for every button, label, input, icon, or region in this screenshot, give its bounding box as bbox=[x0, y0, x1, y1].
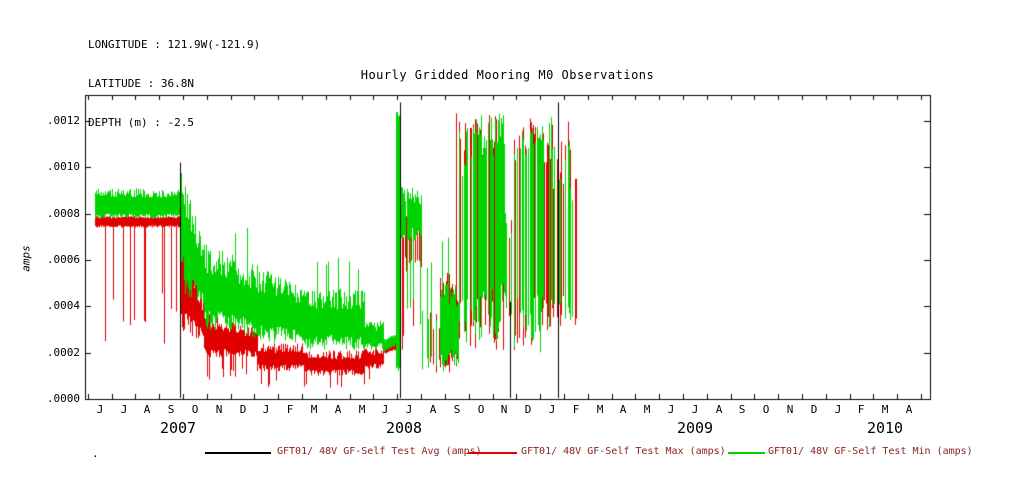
avg-line-swatch bbox=[205, 452, 271, 454]
month-tick-label: D bbox=[810, 403, 818, 416]
month-tick-label: F bbox=[572, 403, 580, 416]
month-tick-label: A bbox=[429, 403, 437, 416]
month-tick-label: F bbox=[286, 403, 294, 416]
month-tick-label: J bbox=[262, 403, 270, 416]
month-tick-label: J bbox=[381, 403, 389, 416]
month-tick-label: J bbox=[667, 403, 675, 416]
month-tick-label: A bbox=[905, 403, 913, 416]
month-tick-label: N bbox=[500, 403, 508, 416]
header-info: LONGITUDE : 121.9W(-121.9) LATITUDE : 36… bbox=[88, 12, 260, 155]
month-tick-label: M bbox=[881, 403, 889, 416]
month-tick-label: M bbox=[310, 403, 318, 416]
year-label: 2008 bbox=[385, 419, 423, 437]
month-tick-label: S bbox=[738, 403, 746, 416]
legend-label-avg: GFT01/ 48V GF-Self Test Avg (amps) bbox=[277, 446, 482, 457]
legend: GFT01/ 48V GF-Self Test Avg (amps) GFT01… bbox=[0, 446, 1009, 464]
month-tick-label: O bbox=[191, 403, 199, 416]
month-tick-label: J bbox=[96, 403, 104, 416]
legend-label-min: GFT01/ 48V GF-Self Test Min (amps) bbox=[768, 446, 973, 457]
month-tick-label: J bbox=[405, 403, 413, 416]
month-tick-label: N bbox=[786, 403, 794, 416]
month-tick-label: F bbox=[857, 403, 865, 416]
month-tick-label: J bbox=[691, 403, 699, 416]
latitude-label: LATITUDE : 36.8N bbox=[88, 77, 194, 90]
month-tick-label: M bbox=[643, 403, 651, 416]
month-tick-label: A bbox=[143, 403, 151, 416]
footer-dot: . bbox=[92, 447, 99, 460]
month-tick-label: A bbox=[715, 403, 723, 416]
month-tick-label: N bbox=[215, 403, 223, 416]
month-tick-label: J bbox=[120, 403, 128, 416]
y-tick-label: .0008 bbox=[46, 207, 80, 220]
y-tick-label: .0012 bbox=[46, 114, 80, 127]
y-tick-label: .0000 bbox=[46, 392, 80, 405]
y-tick-label: .0004 bbox=[46, 299, 80, 312]
month-tick-label: S bbox=[453, 403, 461, 416]
y-tick-label: .0010 bbox=[46, 160, 80, 173]
month-tick-label: A bbox=[334, 403, 342, 416]
depth-label: DEPTH (m) : -2.5 bbox=[88, 116, 194, 129]
year-label: 2009 bbox=[676, 419, 714, 437]
plot-title: Hourly Gridded Mooring M0 Observations bbox=[360, 68, 655, 82]
longitude-label: LONGITUDE : 121.9W(-121.9) bbox=[88, 38, 261, 51]
month-tick-label: J bbox=[834, 403, 842, 416]
year-label: 2010 bbox=[866, 419, 904, 437]
max-line-swatch bbox=[468, 452, 517, 454]
y-tick-label: .0006 bbox=[46, 253, 80, 266]
min-line-swatch bbox=[728, 452, 765, 454]
month-tick-label: S bbox=[167, 403, 175, 416]
month-tick-label: D bbox=[524, 403, 532, 416]
y-tick-label: .0002 bbox=[46, 346, 80, 359]
month-tick-label: M bbox=[596, 403, 604, 416]
legend-label-max: GFT01/ 48V GF-Self Test Max (amps) bbox=[521, 446, 726, 457]
month-tick-label: D bbox=[239, 403, 247, 416]
month-tick-label: A bbox=[619, 403, 627, 416]
month-tick-label: O bbox=[762, 403, 770, 416]
year-label: 2007 bbox=[159, 419, 197, 437]
month-tick-label: M bbox=[358, 403, 366, 416]
month-tick-label: J bbox=[548, 403, 556, 416]
month-tick-label: O bbox=[477, 403, 485, 416]
y-axis-label: amps bbox=[19, 245, 33, 272]
